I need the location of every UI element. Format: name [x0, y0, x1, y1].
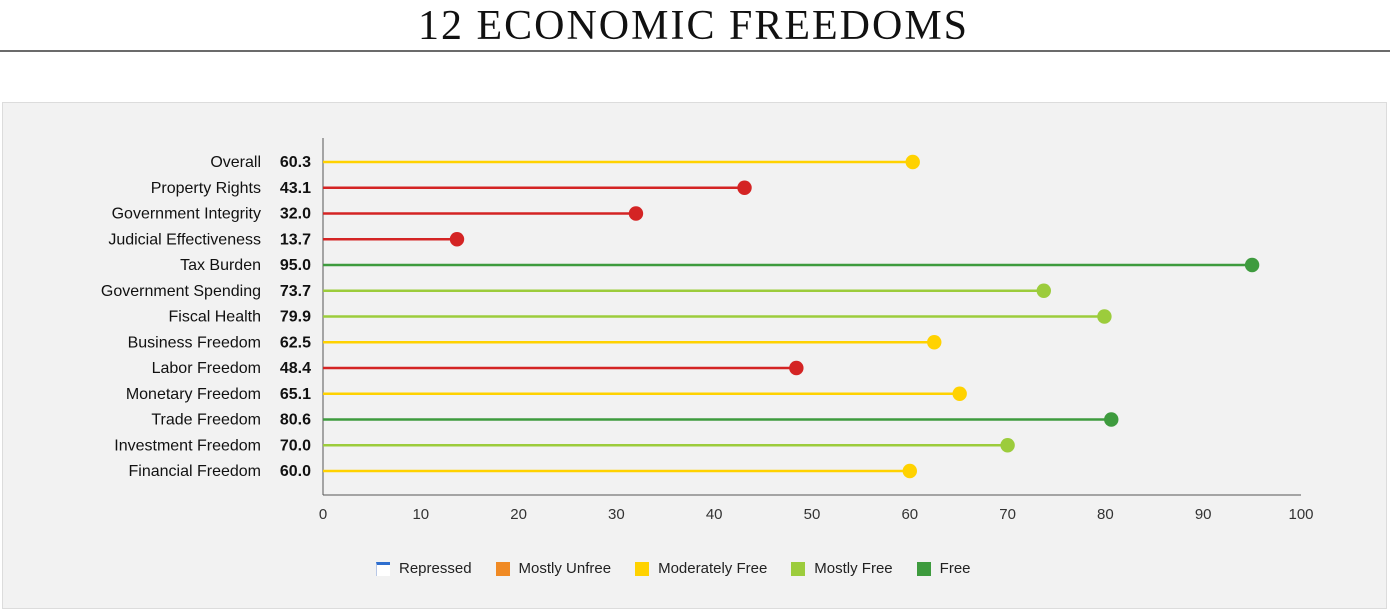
x-tick-label: 20 — [510, 506, 527, 523]
lollipop-dot — [449, 232, 465, 247]
x-tick-label: 10 — [412, 506, 429, 523]
category-label: Fiscal Health — [169, 309, 261, 326]
x-tick-label: 80 — [1097, 506, 1114, 523]
category-label: Government Integrity — [112, 206, 261, 223]
lollipop-dot — [1000, 438, 1015, 453]
value-label: 62.5 — [280, 334, 311, 351]
page-title: 12 ECONOMIC FREEDOMS — [417, 3, 970, 49]
legend-swatch — [635, 561, 650, 576]
lollipop-dot — [905, 154, 920, 170]
value-label: 70.0 — [280, 437, 311, 454]
x-tick-label: 90 — [1195, 506, 1212, 523]
value-label: 95.0 — [280, 257, 311, 274]
legend-label: Mostly Free — [814, 560, 893, 577]
lollipop-dot — [902, 463, 917, 479]
lollipop-dot — [1104, 412, 1119, 427]
category-label: Monetary Freedom — [126, 386, 261, 403]
category-label: Financial Freedom — [129, 463, 262, 480]
x-tick-label: 40 — [706, 506, 723, 523]
lollipop-dot — [1036, 283, 1051, 298]
category-label: Property Rights — [151, 180, 261, 197]
legend-label: Moderately Free — [658, 560, 768, 577]
value-label: 48.4 — [280, 360, 311, 377]
lollipop-dot — [952, 386, 967, 401]
legend-swatch — [791, 561, 806, 576]
category-label: Government Spending — [101, 283, 261, 300]
category-label: Investment Freedom — [114, 437, 261, 454]
title-divider — [0, 50, 1390, 52]
value-label: 65.1 — [280, 386, 311, 403]
legend-item: Mostly Unfree — [495, 560, 612, 577]
legend-swatch — [495, 561, 510, 576]
lollipop-dot — [1097, 309, 1112, 324]
legend-item: Moderately Free — [635, 560, 767, 577]
lollipop-dot — [1244, 257, 1260, 273]
legend-item: Repressed — [376, 560, 472, 577]
lollipop-dot — [737, 180, 752, 195]
value-label: 80.6 — [280, 412, 311, 429]
value-label: 73.7 — [280, 283, 311, 300]
legend-item: Mostly Free — [791, 560, 893, 577]
category-label: Tax Burden — [180, 257, 261, 274]
value-label: 79.9 — [280, 309, 311, 326]
x-tick-label: 0 — [319, 506, 327, 523]
value-label: 13.7 — [280, 231, 311, 248]
x-tick-label: 60 — [901, 506, 918, 523]
value-label: 60.3 — [280, 154, 311, 171]
category-label: Business Freedom — [128, 334, 261, 351]
legend-label: Mostly Unfree — [518, 560, 612, 577]
legend-label: Free — [939, 560, 971, 577]
legend-item: Free — [916, 560, 971, 577]
lollipop-dot — [789, 360, 804, 376]
legend-label: Repressed — [399, 560, 472, 577]
value-label: 43.1 — [280, 180, 311, 197]
lollipop-dot — [927, 335, 942, 350]
value-label: 60.0 — [280, 463, 311, 480]
chart-legend: Repressed Mostly Unfree Moderately Free Mos… — [376, 560, 971, 577]
lollipop-dot — [628, 206, 644, 221]
category-label: Labor Freedom — [152, 360, 261, 377]
legend-swatch — [916, 561, 931, 576]
category-label: Trade Freedom — [151, 412, 261, 429]
x-tick-label: 70 — [999, 506, 1016, 523]
x-tick-label: 30 — [608, 506, 625, 523]
category-label: Overall — [210, 154, 261, 171]
legend-swatch — [376, 561, 390, 576]
value-label: 32.0 — [280, 206, 311, 223]
x-tick-label: 50 — [804, 506, 821, 523]
x-tick-label: 100 — [1288, 506, 1313, 523]
category-label: Judicial Effectiveness — [108, 231, 261, 248]
